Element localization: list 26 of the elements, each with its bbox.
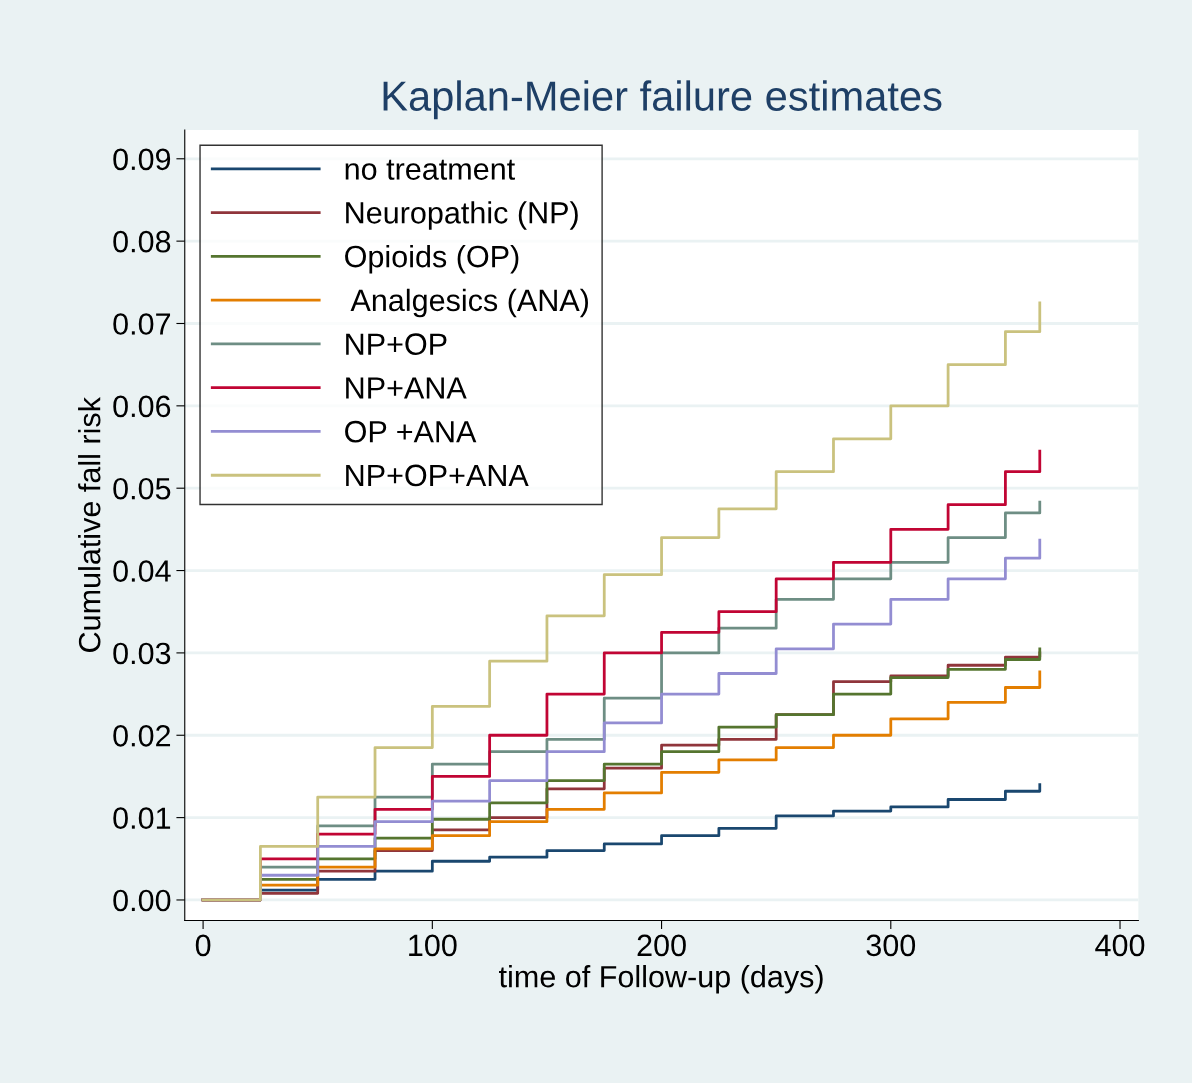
y-tick-label: 0.00 — [113, 889, 171, 912]
y-tick-label: 0.03 — [113, 642, 171, 665]
legend-label: no treatment — [345, 159, 515, 180]
legend-label: NP+ANA — [346, 377, 467, 399]
legend-label: Analgesics (ANA) — [350, 288, 588, 318]
y-tick-label: 0.06 — [113, 395, 171, 418]
y-tick-label: 0.09 — [113, 148, 171, 171]
y-tick-label: 0.02 — [113, 724, 171, 747]
x-tick-label: 100 — [409, 934, 457, 957]
y-axis-title: Cumulative fall risk — [78, 397, 101, 652]
legend-label: Opioids (OP) — [345, 244, 519, 274]
y-tick-label: 0.08 — [113, 230, 171, 253]
chart-title: Kaplan-Meier failure estimates — [383, 80, 942, 120]
y-tick-label: 0.01 — [113, 807, 171, 829]
x-axis-title: time of Follow-up (days) — [499, 965, 823, 994]
legend-label: OP +ANA — [345, 420, 477, 443]
x-tick-label: 0 — [195, 934, 211, 957]
x-tick-label: 200 — [637, 934, 686, 957]
y-tick-label: 0.05 — [113, 477, 171, 500]
legend-label: Neuropathic (NP) — [346, 201, 578, 230]
y-tick-label: 0.04 — [113, 560, 171, 582]
y-tick-label: 0.07 — [113, 313, 171, 335]
legend-label: NP+OP — [346, 333, 447, 355]
legend-label: NP+OP+ANA — [346, 464, 529, 487]
x-tick-label: 300 — [866, 934, 916, 957]
x-tick-label: 400 — [1095, 934, 1145, 957]
